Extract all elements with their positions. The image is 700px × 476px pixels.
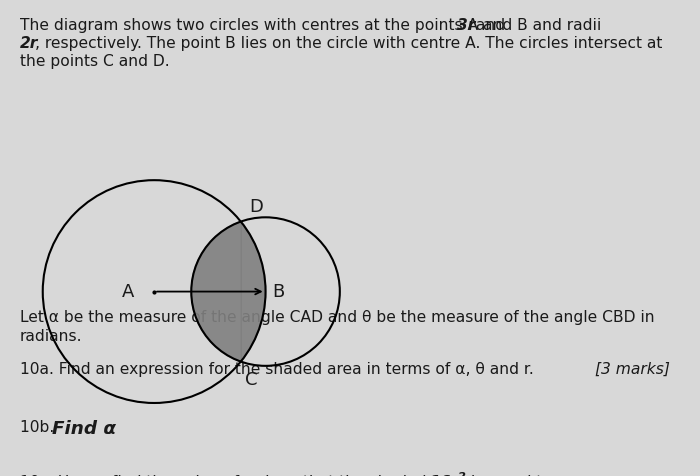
Text: Find α: Find α [52, 420, 116, 438]
Text: B: B [272, 283, 284, 300]
Text: 10c. Hence find the value of r given that the shaded area is equal to: 10c. Hence find the value of r given tha… [20, 475, 556, 476]
Text: 2r: 2r [20, 36, 38, 51]
Polygon shape [191, 221, 265, 362]
Text: , respectively. The point B lies on the circle with centre A. The circles inters: , respectively. The point B lies on the … [34, 36, 662, 51]
Text: and: and [471, 18, 505, 33]
Text: [3 marks]: [3 marks] [595, 362, 670, 377]
Text: 10b.: 10b. [20, 420, 59, 435]
Text: radians.: radians. [20, 329, 83, 344]
Text: 16cm: 16cm [429, 475, 476, 476]
Text: 2: 2 [458, 472, 466, 476]
Text: 10a. Find an expression for the shaded area in terms of α, θ and r.: 10a. Find an expression for the shaded a… [20, 362, 533, 377]
Text: A: A [122, 283, 134, 300]
Text: D: D [250, 198, 264, 216]
Text: 3r: 3r [457, 18, 475, 33]
Text: The diagram shows two circles with centres at the points A and B and radii: The diagram shows two circles with centr… [20, 18, 606, 33]
Text: C: C [245, 370, 258, 388]
Text: .: . [463, 475, 468, 476]
Text: Let α be the measure of the angle CAD and θ be the measure of the angle CBD in: Let α be the measure of the angle CAD an… [20, 310, 654, 325]
Text: the points C and D.: the points C and D. [20, 54, 169, 69]
